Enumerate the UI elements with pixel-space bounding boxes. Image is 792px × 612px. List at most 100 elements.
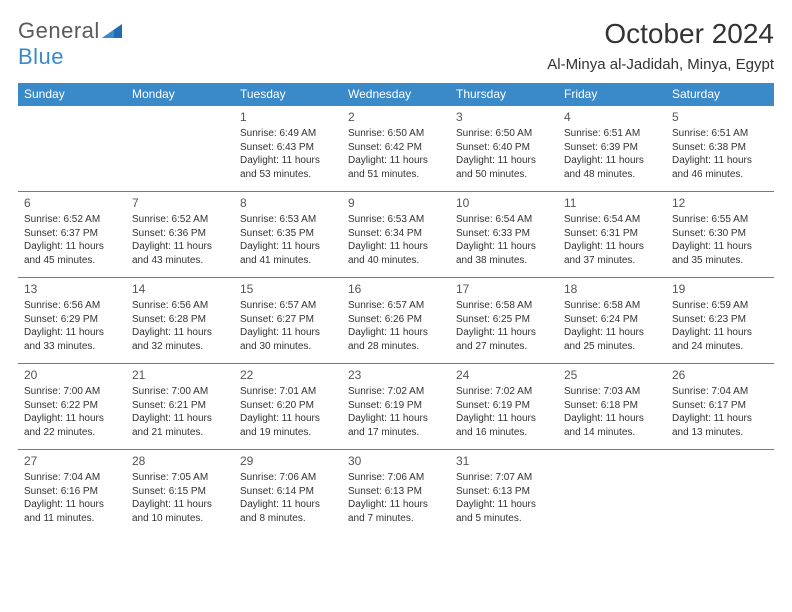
daylight-text: Daylight: 11 hours and 16 minutes. <box>456 412 552 439</box>
daylight-text: Daylight: 11 hours and 25 minutes. <box>564 326 660 353</box>
sunset-text: Sunset: 6:31 PM <box>564 227 660 241</box>
weekday-header: Saturday <box>666 83 774 106</box>
sunset-text: Sunset: 6:13 PM <box>348 485 444 499</box>
sunset-text: Sunset: 6:14 PM <box>240 485 336 499</box>
sunrise-text: Sunrise: 6:52 AM <box>24 213 120 227</box>
calendar-row: 13Sunrise: 6:56 AMSunset: 6:29 PMDayligh… <box>18 278 774 364</box>
sunrise-text: Sunrise: 7:00 AM <box>132 385 228 399</box>
sunrise-text: Sunrise: 6:52 AM <box>132 213 228 227</box>
daylight-text: Daylight: 11 hours and 32 minutes. <box>132 326 228 353</box>
sunrise-text: Sunrise: 7:00 AM <box>24 385 120 399</box>
daylight-text: Daylight: 11 hours and 19 minutes. <box>240 412 336 439</box>
brand-text: GeneralBlue <box>18 18 122 70</box>
sunset-text: Sunset: 6:34 PM <box>348 227 444 241</box>
sunrise-text: Sunrise: 6:55 AM <box>672 213 768 227</box>
weekday-header: Sunday <box>18 83 126 106</box>
sunset-text: Sunset: 6:19 PM <box>348 399 444 413</box>
calendar-header-row: SundayMondayTuesdayWednesdayThursdayFrid… <box>18 83 774 106</box>
daylight-text: Daylight: 11 hours and 30 minutes. <box>240 326 336 353</box>
calendar-cell: 10Sunrise: 6:54 AMSunset: 6:33 PMDayligh… <box>450 192 558 278</box>
sunrise-text: Sunrise: 7:04 AM <box>672 385 768 399</box>
day-number: 29 <box>240 453 336 469</box>
sunrise-text: Sunrise: 6:56 AM <box>24 299 120 313</box>
sunrise-text: Sunrise: 6:53 AM <box>240 213 336 227</box>
calendar-cell: 24Sunrise: 7:02 AMSunset: 6:19 PMDayligh… <box>450 364 558 450</box>
day-number: 4 <box>564 109 660 125</box>
calendar-cell: 25Sunrise: 7:03 AMSunset: 6:18 PMDayligh… <box>558 364 666 450</box>
day-number: 6 <box>24 195 120 211</box>
brand-logo: GeneralBlue <box>18 18 122 70</box>
calendar-cell: 28Sunrise: 7:05 AMSunset: 6:15 PMDayligh… <box>126 450 234 536</box>
daylight-text: Daylight: 11 hours and 53 minutes. <box>240 154 336 181</box>
calendar-row: 27Sunrise: 7:04 AMSunset: 6:16 PMDayligh… <box>18 450 774 536</box>
sunrise-text: Sunrise: 6:58 AM <box>564 299 660 313</box>
day-number: 12 <box>672 195 768 211</box>
calendar-row: 1Sunrise: 6:49 AMSunset: 6:43 PMDaylight… <box>18 106 774 192</box>
day-number: 22 <box>240 367 336 383</box>
calendar-cell: 26Sunrise: 7:04 AMSunset: 6:17 PMDayligh… <box>666 364 774 450</box>
sunrise-text: Sunrise: 6:59 AM <box>672 299 768 313</box>
calendar-cell: 30Sunrise: 7:06 AMSunset: 6:13 PMDayligh… <box>342 450 450 536</box>
sunset-text: Sunset: 6:21 PM <box>132 399 228 413</box>
calendar-cell <box>558 450 666 536</box>
calendar-cell: 15Sunrise: 6:57 AMSunset: 6:27 PMDayligh… <box>234 278 342 364</box>
sunset-text: Sunset: 6:13 PM <box>456 485 552 499</box>
daylight-text: Daylight: 11 hours and 48 minutes. <box>564 154 660 181</box>
day-number: 20 <box>24 367 120 383</box>
calendar-cell: 6Sunrise: 6:52 AMSunset: 6:37 PMDaylight… <box>18 192 126 278</box>
weekday-header: Monday <box>126 83 234 106</box>
sunset-text: Sunset: 6:27 PM <box>240 313 336 327</box>
calendar-cell: 7Sunrise: 6:52 AMSunset: 6:36 PMDaylight… <box>126 192 234 278</box>
daylight-text: Daylight: 11 hours and 17 minutes. <box>348 412 444 439</box>
sunset-text: Sunset: 6:23 PM <box>672 313 768 327</box>
calendar-row: 6Sunrise: 6:52 AMSunset: 6:37 PMDaylight… <box>18 192 774 278</box>
sunset-text: Sunset: 6:18 PM <box>564 399 660 413</box>
sunset-text: Sunset: 6:43 PM <box>240 141 336 155</box>
sunrise-text: Sunrise: 6:49 AM <box>240 127 336 141</box>
calendar-cell: 12Sunrise: 6:55 AMSunset: 6:30 PMDayligh… <box>666 192 774 278</box>
calendar-cell <box>126 106 234 192</box>
sunrise-text: Sunrise: 6:51 AM <box>672 127 768 141</box>
calendar-cell: 5Sunrise: 6:51 AMSunset: 6:38 PMDaylight… <box>666 106 774 192</box>
daylight-text: Daylight: 11 hours and 45 minutes. <box>24 240 120 267</box>
daylight-text: Daylight: 11 hours and 11 minutes. <box>24 498 120 525</box>
calendar-cell: 4Sunrise: 6:51 AMSunset: 6:39 PMDaylight… <box>558 106 666 192</box>
brand-triangle-icon <box>102 18 122 44</box>
sunrise-text: Sunrise: 7:02 AM <box>456 385 552 399</box>
weekday-header: Wednesday <box>342 83 450 106</box>
calendar-cell: 31Sunrise: 7:07 AMSunset: 6:13 PMDayligh… <box>450 450 558 536</box>
weekday-header: Thursday <box>450 83 558 106</box>
calendar-cell <box>18 106 126 192</box>
weekday-header: Friday <box>558 83 666 106</box>
daylight-text: Daylight: 11 hours and 38 minutes. <box>456 240 552 267</box>
day-number: 26 <box>672 367 768 383</box>
sunset-text: Sunset: 6:25 PM <box>456 313 552 327</box>
sunrise-text: Sunrise: 6:51 AM <box>564 127 660 141</box>
day-number: 9 <box>348 195 444 211</box>
sunset-text: Sunset: 6:30 PM <box>672 227 768 241</box>
calendar-cell: 11Sunrise: 6:54 AMSunset: 6:31 PMDayligh… <box>558 192 666 278</box>
calendar-cell: 13Sunrise: 6:56 AMSunset: 6:29 PMDayligh… <box>18 278 126 364</box>
calendar-cell: 9Sunrise: 6:53 AMSunset: 6:34 PMDaylight… <box>342 192 450 278</box>
day-number: 8 <box>240 195 336 211</box>
calendar-cell: 3Sunrise: 6:50 AMSunset: 6:40 PMDaylight… <box>450 106 558 192</box>
sunrise-text: Sunrise: 6:53 AM <box>348 213 444 227</box>
day-number: 21 <box>132 367 228 383</box>
sunrise-text: Sunrise: 6:50 AM <box>456 127 552 141</box>
daylight-text: Daylight: 11 hours and 14 minutes. <box>564 412 660 439</box>
day-number: 14 <box>132 281 228 297</box>
sunset-text: Sunset: 6:40 PM <box>456 141 552 155</box>
calendar-cell: 8Sunrise: 6:53 AMSunset: 6:35 PMDaylight… <box>234 192 342 278</box>
calendar-table: SundayMondayTuesdayWednesdayThursdayFrid… <box>18 83 774 536</box>
sunset-text: Sunset: 6:22 PM <box>24 399 120 413</box>
daylight-text: Daylight: 11 hours and 24 minutes. <box>672 326 768 353</box>
day-number: 13 <box>24 281 120 297</box>
sunrise-text: Sunrise: 7:07 AM <box>456 471 552 485</box>
sunset-text: Sunset: 6:17 PM <box>672 399 768 413</box>
day-number: 7 <box>132 195 228 211</box>
day-number: 25 <box>564 367 660 383</box>
sunrise-text: Sunrise: 6:54 AM <box>564 213 660 227</box>
sunrise-text: Sunrise: 7:01 AM <box>240 385 336 399</box>
day-number: 24 <box>456 367 552 383</box>
calendar-cell: 2Sunrise: 6:50 AMSunset: 6:42 PMDaylight… <box>342 106 450 192</box>
